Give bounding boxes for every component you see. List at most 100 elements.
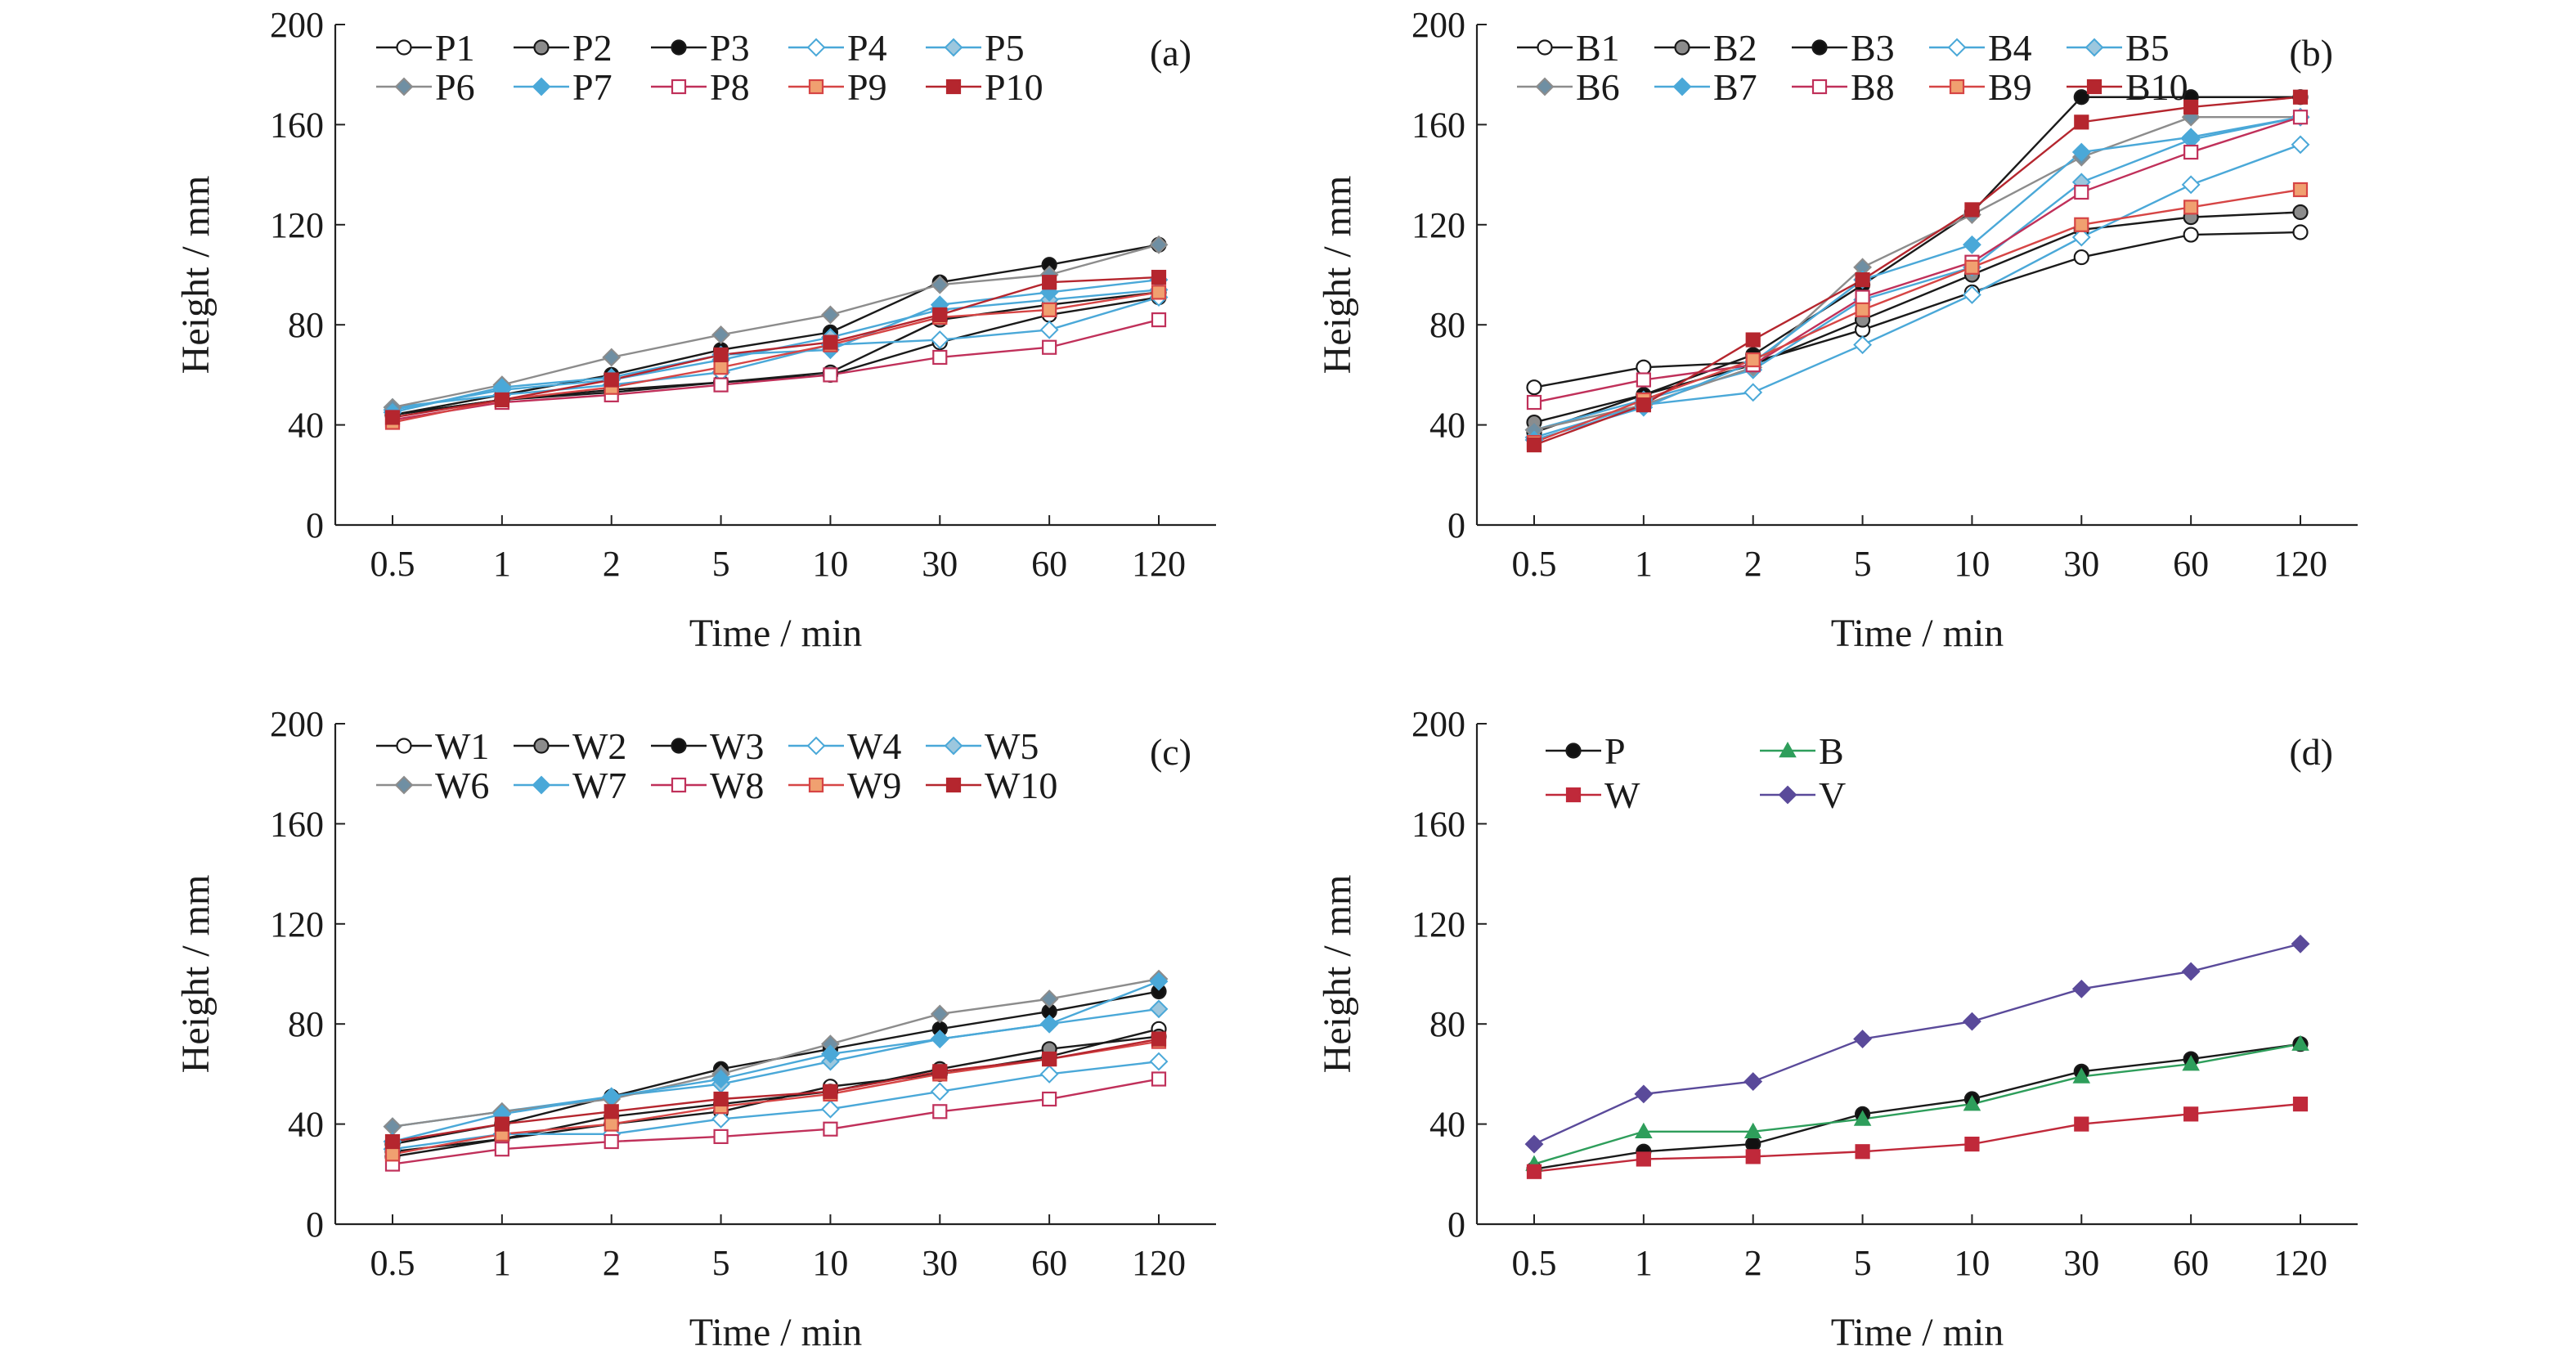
- data-point-B: [1963, 1095, 1981, 1111]
- series-line-P6: [392, 244, 1160, 409]
- legend-marker: [1565, 787, 1582, 803]
- data-point-W8: [1151, 1071, 1167, 1087]
- data-point-B8: [1855, 289, 1870, 305]
- series-line-B4: [1533, 143, 2301, 439]
- data-point-B8: [1526, 394, 1542, 411]
- y-tick-label: 0: [306, 1205, 324, 1245]
- legend-marker: [944, 38, 963, 57]
- y-tick-label: 40: [1429, 1105, 1465, 1145]
- x-tick-label: 0.5: [1512, 1243, 1557, 1283]
- legend-label: P6: [435, 66, 475, 108]
- series-line-W10: [392, 1038, 1160, 1143]
- y-tick-label: 0: [306, 505, 324, 545]
- series-line-P9: [392, 291, 1160, 424]
- legend-label: W: [1604, 774, 1640, 816]
- data-point-B4: [1744, 383, 1763, 402]
- data-point-B10: [2183, 99, 2199, 115]
- legend-marker: [1674, 39, 1690, 56]
- series-line-W7: [392, 980, 1160, 1143]
- data-point-V: [1524, 1134, 1544, 1154]
- data-point-W7: [930, 1030, 949, 1048]
- panel-label: (c): [1150, 731, 1192, 773]
- series-line-P7: [392, 278, 1160, 414]
- legend-marker: [671, 777, 687, 793]
- data-point-B9: [1745, 352, 1761, 368]
- legend-label: P9: [847, 66, 887, 108]
- legend-marker: [1778, 785, 1797, 805]
- x-tick-label: 5: [1854, 1243, 1872, 1283]
- chart-panel-1: 0 40 80 120 160 200 0.5 1 2 5 10 30 60 120 Time / min H…: [174, 5, 1216, 655]
- x-tick-label: 10: [1954, 544, 1990, 584]
- y-tick-label: 160: [1411, 804, 1465, 844]
- legend-label: B4: [1988, 27, 2032, 69]
- legend-marker: [806, 38, 826, 57]
- series-line-B3: [1533, 96, 2300, 433]
- series-line-P8: [392, 318, 1160, 421]
- data-point-B10: [1745, 332, 1761, 348]
- data-point-W: [1745, 1149, 1761, 1164]
- data-point-W6: [930, 1004, 949, 1024]
- y-tick-label: 80: [1429, 305, 1465, 345]
- legend-marker: [1565, 743, 1582, 759]
- series-line-P10: [392, 276, 1160, 419]
- data-point-B8: [2074, 184, 2089, 200]
- data-point-B10: [1855, 272, 1870, 288]
- legend-marker: [945, 79, 962, 95]
- legend-label: W6: [435, 765, 489, 806]
- legend-label: P1: [435, 27, 475, 69]
- x-tick-label: 5: [1854, 544, 1872, 584]
- data-point-P4: [930, 330, 949, 349]
- y-tick-label: 160: [270, 804, 324, 844]
- chart-panel-2: 0 40 80 120 160 200 0.5 1 2 5 10 30 60 120 Time / min H…: [1316, 5, 2358, 655]
- data-point-B9: [2074, 217, 2089, 232]
- y-tick-label: 160: [1411, 105, 1465, 145]
- series-line-B6: [1533, 116, 2300, 431]
- legend-label: P: [1604, 730, 1626, 772]
- y-axis-title: Height / mm: [174, 176, 218, 375]
- legend-marker: [533, 39, 550, 56]
- data-point-P8: [1151, 312, 1167, 328]
- data-point-V: [1634, 1084, 1654, 1104]
- legend-label: W1: [435, 725, 489, 767]
- x-axis-title: Time / min: [689, 1311, 863, 1354]
- data-point-B: [1744, 1122, 1762, 1139]
- series-line-W4: [392, 1060, 1160, 1151]
- legend-label: B3: [1851, 27, 1895, 69]
- legend-label: B10: [2125, 66, 2188, 108]
- x-tick-label: 1: [1635, 544, 1653, 584]
- y-tick-label: 0: [1447, 505, 1465, 545]
- legend-label: P3: [710, 27, 750, 69]
- data-point-P6: [711, 325, 730, 344]
- legend-label: P10: [985, 66, 1043, 108]
- data-point-P8: [713, 377, 729, 393]
- data-point-W7: [1039, 1014, 1059, 1034]
- x-tick-label: 1: [493, 1243, 511, 1283]
- legend-marker: [1537, 39, 1553, 56]
- legend-marker: [1947, 38, 1967, 57]
- data-point-W: [2183, 1106, 2199, 1122]
- legend-marker: [671, 738, 687, 754]
- data-point-W10: [1151, 1031, 1167, 1047]
- legend-marker: [1811, 39, 1828, 56]
- data-point-W8: [932, 1104, 948, 1119]
- x-tick-label: 1: [493, 544, 511, 584]
- data-point-P10: [604, 372, 619, 388]
- data-point-V: [1744, 1072, 1763, 1091]
- x-axis-title: Time / min: [1831, 612, 2004, 655]
- series-line-B1: [1533, 231, 2301, 388]
- y-tick-label: 80: [288, 305, 324, 345]
- x-tick-label: 1: [1635, 1243, 1653, 1283]
- legend-marker: [1779, 741, 1797, 758]
- x-axis-title: Time / min: [689, 612, 863, 655]
- series-line-V: [1533, 943, 2301, 1146]
- legend-label: W5: [985, 725, 1039, 767]
- y-axis-title: Height / mm: [174, 875, 218, 1074]
- data-point-W4: [711, 1110, 730, 1128]
- series-line-W8: [392, 1078, 1160, 1165]
- data-point-P6: [930, 275, 949, 294]
- data-point-W10: [384, 1133, 401, 1150]
- x-tick-label: 60: [1031, 1243, 1067, 1283]
- data-point-B1: [2292, 224, 2309, 240]
- x-tick-label: 120: [2273, 544, 2327, 584]
- data-point-P6: [1149, 235, 1169, 254]
